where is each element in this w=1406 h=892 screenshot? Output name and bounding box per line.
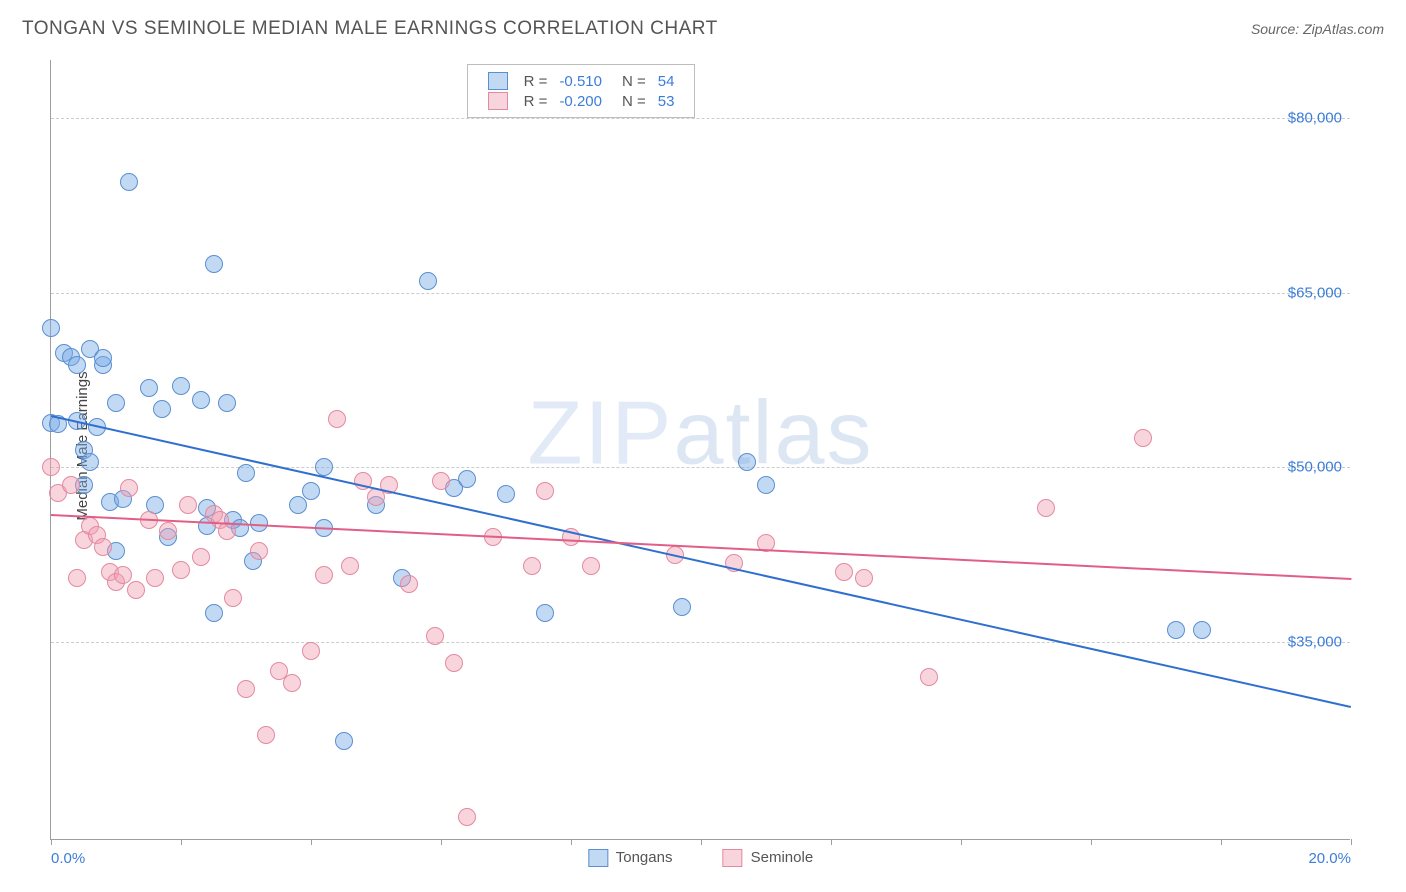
data-point bbox=[42, 319, 60, 337]
data-point bbox=[302, 642, 320, 660]
x-tick bbox=[1221, 839, 1222, 845]
data-point bbox=[218, 522, 236, 540]
data-point bbox=[250, 542, 268, 560]
data-point bbox=[192, 548, 210, 566]
x-tick bbox=[831, 839, 832, 845]
x-tick bbox=[181, 839, 182, 845]
data-point bbox=[1134, 429, 1152, 447]
data-point bbox=[445, 654, 463, 672]
data-point bbox=[458, 808, 476, 826]
gridline bbox=[51, 642, 1350, 643]
data-point bbox=[140, 379, 158, 397]
x-tick bbox=[51, 839, 52, 845]
x-tick bbox=[311, 839, 312, 845]
x-tick bbox=[701, 839, 702, 845]
data-point bbox=[536, 604, 554, 622]
series-legend: Tongans Seminole bbox=[588, 849, 813, 867]
data-point bbox=[835, 563, 853, 581]
data-point bbox=[120, 479, 138, 497]
trend-line bbox=[51, 514, 1351, 580]
y-tick-label: $80,000 bbox=[1288, 110, 1342, 127]
data-point bbox=[582, 557, 600, 575]
x-tick bbox=[961, 839, 962, 845]
data-point bbox=[237, 464, 255, 482]
data-point bbox=[673, 598, 691, 616]
data-point bbox=[179, 496, 197, 514]
data-point bbox=[400, 575, 418, 593]
data-point bbox=[218, 394, 236, 412]
data-point bbox=[257, 726, 275, 744]
chart-title: TONGAN VS SEMINOLE MEDIAN MALE EARNINGS … bbox=[22, 18, 718, 40]
data-point bbox=[81, 453, 99, 471]
data-point bbox=[153, 400, 171, 418]
data-point bbox=[1037, 499, 1055, 517]
data-point bbox=[523, 557, 541, 575]
data-point bbox=[107, 394, 125, 412]
data-point bbox=[159, 522, 177, 540]
gridline bbox=[51, 293, 1350, 294]
data-point bbox=[1193, 621, 1211, 639]
data-point bbox=[335, 732, 353, 750]
data-point bbox=[205, 604, 223, 622]
data-point bbox=[224, 589, 242, 607]
data-point bbox=[536, 482, 554, 500]
x-tick bbox=[441, 839, 442, 845]
data-point bbox=[283, 674, 301, 692]
data-point bbox=[127, 581, 145, 599]
data-point bbox=[328, 410, 346, 428]
x-tick-label: 20.0% bbox=[1308, 850, 1351, 867]
gridline bbox=[51, 118, 1350, 119]
scatter-plot-area: ZIPatlas $35,000$50,000$65,000$80,0000.0… bbox=[50, 60, 1350, 840]
data-point bbox=[94, 349, 112, 367]
x-tick bbox=[1351, 839, 1352, 845]
y-tick-label: $50,000 bbox=[1288, 459, 1342, 476]
data-point bbox=[114, 566, 132, 584]
data-point bbox=[94, 538, 112, 556]
data-point bbox=[289, 496, 307, 514]
data-point bbox=[302, 482, 320, 500]
data-point bbox=[1167, 621, 1185, 639]
data-point bbox=[738, 453, 756, 471]
data-point bbox=[458, 470, 476, 488]
data-point bbox=[68, 356, 86, 374]
data-point bbox=[192, 391, 210, 409]
x-tick bbox=[1091, 839, 1092, 845]
data-point bbox=[205, 255, 223, 273]
data-point bbox=[432, 472, 450, 490]
data-point bbox=[146, 569, 164, 587]
data-point bbox=[172, 377, 190, 395]
data-point bbox=[855, 569, 873, 587]
data-point bbox=[341, 557, 359, 575]
watermark-text: ZIPatlas bbox=[527, 382, 873, 485]
data-point bbox=[497, 485, 515, 503]
data-point bbox=[42, 458, 60, 476]
correlation-legend: R =-0.510N =54R =-0.200N =53 bbox=[467, 64, 696, 118]
y-tick-label: $65,000 bbox=[1288, 284, 1342, 301]
data-point bbox=[419, 272, 437, 290]
y-tick-label: $35,000 bbox=[1288, 634, 1342, 651]
data-point bbox=[62, 476, 80, 494]
data-point bbox=[172, 561, 190, 579]
data-point bbox=[237, 680, 255, 698]
data-point bbox=[757, 476, 775, 494]
x-tick bbox=[571, 839, 572, 845]
x-tick-label: 0.0% bbox=[51, 850, 85, 867]
data-point bbox=[315, 566, 333, 584]
data-point bbox=[920, 668, 938, 686]
data-point bbox=[426, 627, 444, 645]
source-attribution: Source: ZipAtlas.com bbox=[1251, 21, 1384, 37]
data-point bbox=[68, 569, 86, 587]
data-point bbox=[120, 173, 138, 191]
